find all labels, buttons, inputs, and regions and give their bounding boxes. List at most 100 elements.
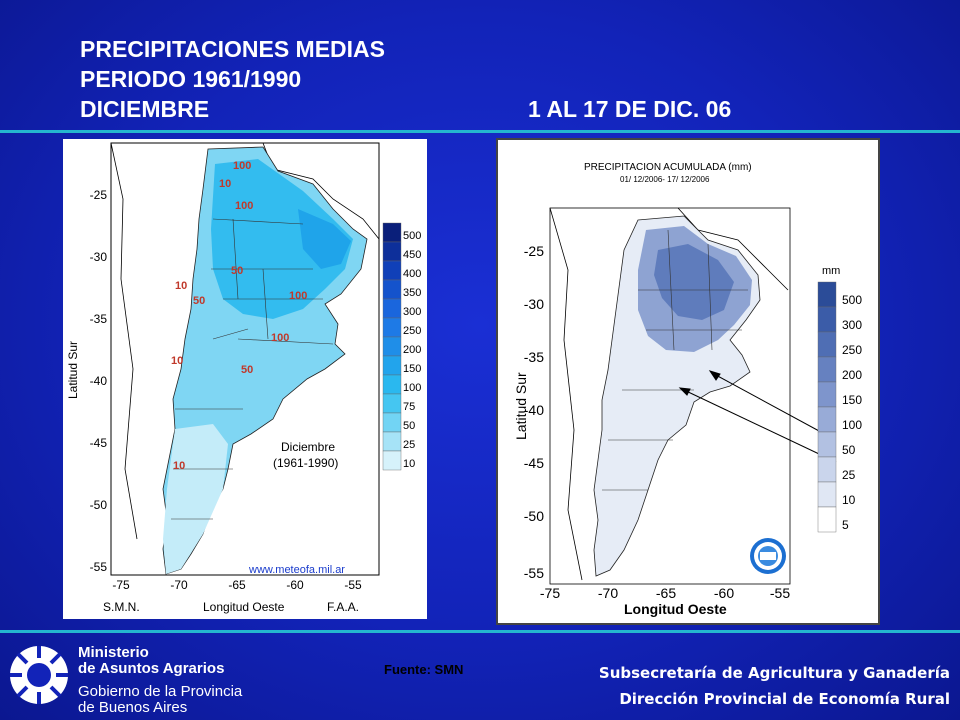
legend-swatch xyxy=(382,450,402,471)
legend-label: 350 xyxy=(403,287,421,299)
legend-swatch xyxy=(382,260,402,281)
x-ticks-left: -75 -70 -65 -60 -55 xyxy=(112,578,362,592)
legend-label: 10 xyxy=(403,458,415,470)
title-right: 1 AL 17 DE DIC. 06 xyxy=(528,96,732,122)
legend-label: 250 xyxy=(403,325,421,337)
x-tick: -60 xyxy=(286,578,304,592)
x-tick: -75 xyxy=(540,585,560,601)
contour-label: 10 xyxy=(175,280,187,292)
y-tick: -40 xyxy=(90,374,108,388)
provinces-right xyxy=(602,229,748,491)
x-tick: -70 xyxy=(170,578,188,592)
source-label: Fuente: SMN xyxy=(384,662,464,677)
legend-label: 500 xyxy=(403,230,421,242)
legend-label: 300 xyxy=(842,318,862,332)
right-map-subtitle: 01/ 12/2006- 17/ 12/2006 xyxy=(620,175,710,184)
legend-swatch xyxy=(817,381,837,408)
bottom-divider xyxy=(0,630,960,633)
legend-swatch xyxy=(817,406,837,433)
map-panel-right: PRECIPITACION ACUMULADA (mm) 01/ 12/2006… xyxy=(496,138,880,625)
x-tick: -65 xyxy=(228,578,246,592)
x-tick: -55 xyxy=(770,585,790,601)
x-ticks-right: -75 -70 -65 -60 -55 xyxy=(540,585,790,601)
inset-subtitle: (1961-1990) xyxy=(273,456,338,470)
border-north-right xyxy=(677,207,789,291)
contour-fill-150 xyxy=(298,209,351,269)
legend-swatch xyxy=(382,336,402,357)
ministry-block: Ministerio de Asuntos Agrarios Gobierno … xyxy=(78,645,242,716)
chile-coast-right xyxy=(549,207,583,581)
contour-label: 10 xyxy=(171,355,183,367)
x-tick: -75 xyxy=(112,578,130,592)
title-line-3: DICIEMBRE xyxy=(80,96,210,122)
y-ticks-left: -25 -30 -35 -40 -45 -50 -55 xyxy=(90,188,108,574)
title-line-1: PRECIPITACIONES MEDIAS xyxy=(80,36,385,62)
map-right-svg: PRECIPITACION ACUMULADA (mm) 01/ 12/2006… xyxy=(513,162,862,617)
legend-label: 100 xyxy=(403,382,421,394)
legend-label: 25 xyxy=(842,468,856,482)
x-axis-label-left: Longitud Oeste xyxy=(203,600,285,614)
gov-line2: de Buenos Aires xyxy=(78,699,188,716)
legend-label: 100 xyxy=(842,418,862,432)
legend-swatch xyxy=(817,281,837,308)
y-tick: -25 xyxy=(524,243,544,259)
y-tick: -45 xyxy=(90,436,108,450)
legend-label: 5 xyxy=(842,518,849,532)
legend-swatch xyxy=(382,431,402,452)
contour-fill-100 xyxy=(211,159,353,319)
legend-label: 400 xyxy=(403,268,421,280)
y-tick: -30 xyxy=(524,296,544,312)
contour-label: 10 xyxy=(219,178,231,190)
legend-unit: mm xyxy=(822,265,840,277)
contour-label: 100 xyxy=(233,160,251,172)
gov-line1: Gobierno de la Provincia xyxy=(78,683,243,700)
inset-title: Diciembre xyxy=(281,440,335,454)
legend-label: 50 xyxy=(842,443,856,457)
contour-label: 50 xyxy=(193,295,205,307)
x-tick: -65 xyxy=(656,585,676,601)
y-tick: -30 xyxy=(90,250,108,264)
contour-label: 50 xyxy=(241,364,253,376)
map-panel-left: 10 100 100 10 50 50 100 100 10 50 10 Dic… xyxy=(63,139,427,619)
smn-emblem-icon xyxy=(750,538,786,574)
legend-label: 50 xyxy=(403,420,415,432)
legend-swatch xyxy=(382,393,402,414)
legend-label: 150 xyxy=(842,393,862,407)
contour-fill-south xyxy=(163,424,228,574)
y-tick: -55 xyxy=(524,565,544,581)
legend-swatch xyxy=(382,317,402,338)
legend-swatch xyxy=(817,506,837,533)
faa-label: F.A.A. xyxy=(327,600,359,614)
source-url: www.meteofa.mil.ar xyxy=(248,564,345,576)
legend-swatch xyxy=(817,356,837,383)
y-tick: -25 xyxy=(90,188,108,202)
x-axis-label-right: Longitud Oeste xyxy=(624,601,727,617)
y-tick: -35 xyxy=(90,312,108,326)
legend-label: 25 xyxy=(403,439,415,451)
right-map-title: PRECIPITACION ACUMULADA (mm) xyxy=(584,162,752,173)
y-tick: -40 xyxy=(524,402,544,418)
y-tick: -55 xyxy=(90,560,108,574)
precip-fill-peak xyxy=(654,244,734,320)
y-tick: -50 xyxy=(90,498,108,512)
legend-swatch xyxy=(817,331,837,358)
ministry-line1: Ministerio xyxy=(78,644,149,661)
legend-swatch xyxy=(382,241,402,262)
ministry-line2: de Asuntos Agrarios xyxy=(78,660,225,677)
ministry-logo-icon xyxy=(10,646,68,704)
contour-label: 100 xyxy=(271,332,289,344)
legend-swatch xyxy=(382,374,402,395)
x-tick: -60 xyxy=(714,585,734,601)
x-tick: -55 xyxy=(344,578,362,592)
x-tick: -70 xyxy=(598,585,618,601)
legend-swatch xyxy=(382,298,402,319)
legend-label: 250 xyxy=(842,343,862,357)
legend-label: 75 xyxy=(403,401,415,413)
annotation-arrows xyxy=(678,370,837,463)
legend-swatch xyxy=(382,412,402,433)
y-axis-label-right: Latitud Sur xyxy=(513,372,529,440)
legend-swatch xyxy=(817,456,837,483)
top-divider xyxy=(0,130,960,133)
legend-label: 500 xyxy=(842,293,862,307)
legend-label: 150 xyxy=(403,363,421,375)
